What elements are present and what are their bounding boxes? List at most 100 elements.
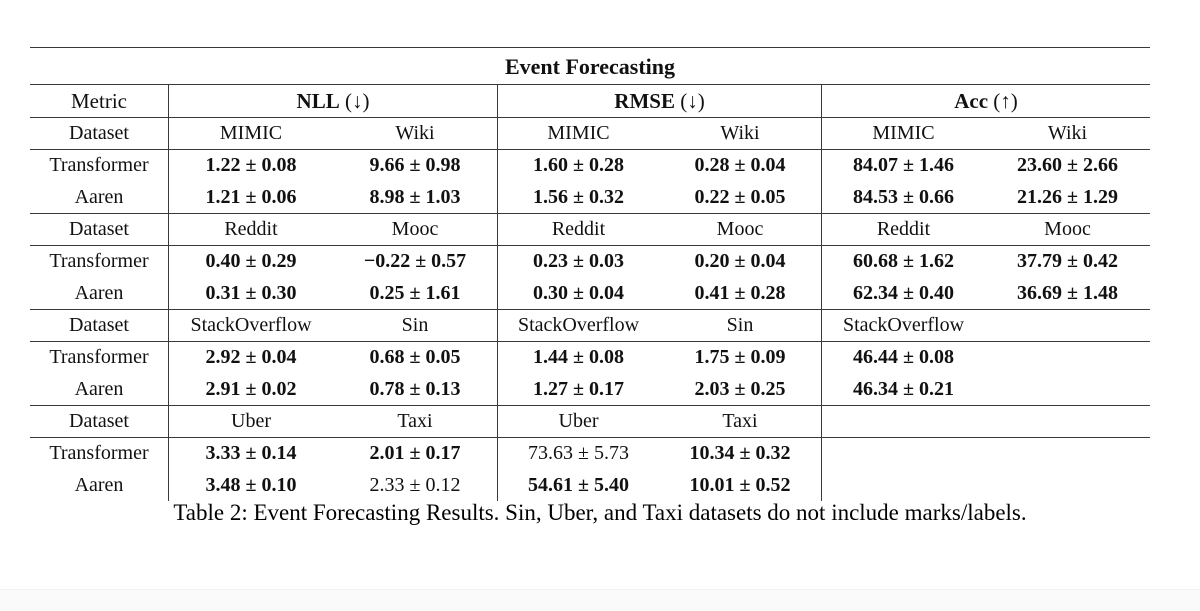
value-cell: 8.98 ± 1.03 <box>369 185 461 208</box>
dataset-name: StackOverflow <box>497 309 659 341</box>
value-cell: 73.63 ± 5.73 <box>497 437 659 469</box>
value-cell: −0.22 ± 0.57 <box>333 245 497 277</box>
dataset-name: MIMIC <box>168 117 333 149</box>
group-header-rmse: RMSE (↓) <box>497 85 821 117</box>
value-cell: 2.01 ± 0.17 <box>333 437 497 469</box>
value-cell: 62.34 ± 0.40 <box>821 277 985 309</box>
value-cell: 10.01 ± 0.52 <box>689 473 791 496</box>
group-name: Acc <box>954 88 989 113</box>
value-cell: 1.44 ± 0.08 <box>497 341 659 373</box>
dataset-name: StackOverflow <box>821 309 985 341</box>
bottom-band <box>0 589 1200 611</box>
model-label: Aaren <box>74 473 124 496</box>
event-forecasting-table: Event Forecasting Metric NLL (↓) RMSE (↓) A… <box>30 47 1150 501</box>
value-cell: 0.25 ± 1.61 <box>369 281 461 304</box>
value-cell: 2.03 ± 0.25 <box>694 377 786 400</box>
dataset-label: Dataset <box>30 309 168 341</box>
dataset-name <box>985 405 1150 437</box>
model-label: Transformer <box>30 437 168 469</box>
table-grid: Metric NLL (↓) RMSE (↓) Acc (↑) Dataset MIMIC… <box>30 85 1150 501</box>
value-cell: 3.48 ± 0.10 <box>168 469 333 501</box>
value-cell: 0.22 ± 0.05 <box>694 185 786 208</box>
dataset-name: Sin <box>333 309 497 341</box>
group-direction-arrow: (↓) <box>339 88 370 113</box>
value-cell: 2.33 ± 0.12 <box>369 473 461 496</box>
value-cell: 1.22 ± 0.08 <box>168 149 333 181</box>
value-cell: 1.21 ± 0.06 <box>168 181 333 213</box>
dataset-name: Wiki <box>659 117 821 149</box>
value-cell: 0.40 ± 0.29 <box>168 245 333 277</box>
model-label: Aaren <box>74 377 124 400</box>
value-cell: 60.68 ± 1.62 <box>821 245 985 277</box>
value-cell: 1.60 ± 0.28 <box>497 149 659 181</box>
dataset-name: Taxi <box>659 405 821 437</box>
dataset-name: Uber <box>497 405 659 437</box>
dataset-name: Reddit <box>497 213 659 245</box>
value-cell: 0.28 ± 0.04 <box>659 149 821 181</box>
table-title: Event Forecasting <box>30 48 1150 85</box>
group-direction-arrow: (↑) <box>988 88 1018 113</box>
model-label: Transformer <box>30 245 168 277</box>
value-cell: 46.44 ± 0.08 <box>821 341 985 373</box>
value-cell: 21.26 ± 1.29 <box>1017 185 1118 208</box>
value-cell: 0.41 ± 0.28 <box>694 281 786 304</box>
value-cell: 84.53 ± 0.66 <box>821 181 985 213</box>
value-cell: 3.33 ± 0.14 <box>168 437 333 469</box>
dataset-name: Reddit <box>821 213 985 245</box>
dataset-label: Dataset <box>30 117 168 149</box>
group-header-nll: NLL (↓) <box>168 85 497 117</box>
value-cell <box>985 469 1150 501</box>
group-name: RMSE <box>614 88 675 113</box>
dataset-name <box>985 309 1150 341</box>
value-cell: 0.68 ± 0.05 <box>333 341 497 373</box>
value-cell: 0.23 ± 0.03 <box>497 245 659 277</box>
dataset-name: Wiki <box>333 117 497 149</box>
value-cell: 23.60 ± 2.66 <box>985 149 1150 181</box>
dataset-name: Mooc <box>333 213 497 245</box>
dataset-name: Mooc <box>659 213 821 245</box>
value-cell <box>821 469 985 501</box>
value-cell: 37.79 ± 0.42 <box>985 245 1150 277</box>
value-cell: 84.07 ± 1.46 <box>821 149 985 181</box>
value-cell: 36.69 ± 1.48 <box>1017 281 1118 304</box>
value-cell <box>985 437 1150 469</box>
model-label: Transformer <box>30 149 168 181</box>
table-caption: Table 2: Event Forecasting Results. Sin,… <box>173 500 1027 525</box>
value-cell: 0.31 ± 0.30 <box>168 277 333 309</box>
dataset-name <box>821 405 985 437</box>
model-label: Aaren <box>74 281 124 304</box>
value-cell: 1.27 ± 0.17 <box>497 373 659 405</box>
dataset-label: Dataset <box>30 405 168 437</box>
value-cell <box>985 341 1150 373</box>
value-cell: 54.61 ± 5.40 <box>497 469 659 501</box>
group-direction-arrow: (↓) <box>674 88 705 113</box>
dataset-name: MIMIC <box>497 117 659 149</box>
dataset-name: Mooc <box>985 213 1150 245</box>
group-name: NLL <box>296 88 340 113</box>
value-cell: 1.75 ± 0.09 <box>659 341 821 373</box>
dataset-name: Uber <box>168 405 333 437</box>
value-cell: 2.91 ± 0.02 <box>168 373 333 405</box>
value-cell <box>821 437 985 469</box>
dataset-name: Reddit <box>168 213 333 245</box>
dataset-name: StackOverflow <box>168 309 333 341</box>
dataset-name: MIMIC <box>821 117 985 149</box>
group-header-acc: Acc (↑) <box>821 85 1150 117</box>
metric-header: Metric <box>71 88 127 113</box>
value-cell: 46.34 ± 0.21 <box>821 373 985 405</box>
value-cell: 2.92 ± 0.04 <box>168 341 333 373</box>
value-cell: 0.30 ± 0.04 <box>497 277 659 309</box>
dataset-name: Wiki <box>985 117 1150 149</box>
dataset-name: Taxi <box>333 405 497 437</box>
dataset-name: Sin <box>659 309 821 341</box>
value-cell: 1.56 ± 0.32 <box>497 181 659 213</box>
value-cell: 9.66 ± 0.98 <box>333 149 497 181</box>
dataset-label: Dataset <box>30 213 168 245</box>
model-label: Aaren <box>74 185 124 208</box>
value-cell: 0.78 ± 0.13 <box>369 377 461 400</box>
model-label: Transformer <box>30 341 168 373</box>
value-cell <box>985 373 1150 405</box>
value-cell: 0.20 ± 0.04 <box>659 245 821 277</box>
value-cell: 10.34 ± 0.32 <box>659 437 821 469</box>
